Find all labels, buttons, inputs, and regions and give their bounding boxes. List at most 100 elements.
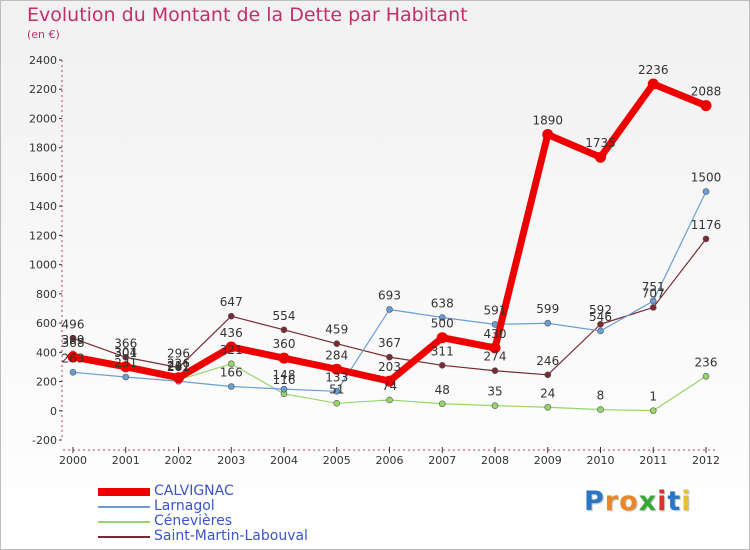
series-saint-martin-labouval xyxy=(69,235,710,379)
y-tick-label: 1800 xyxy=(29,142,57,155)
data-label: 203 xyxy=(378,360,401,374)
y-tick-label: -200 xyxy=(32,434,57,447)
data-label: 35 xyxy=(487,385,502,399)
x-tick-label: 2006 xyxy=(376,454,404,467)
data-point xyxy=(702,235,710,243)
data-label: 211 xyxy=(167,359,190,373)
data-point xyxy=(438,314,446,321)
data-label: 202 xyxy=(167,360,190,374)
data-label: 1500 xyxy=(691,171,722,185)
data-point xyxy=(597,406,604,413)
data-label: 8 xyxy=(597,389,605,403)
data-label: 554 xyxy=(273,309,296,323)
data-point xyxy=(438,362,446,369)
logo-letter: o xyxy=(619,486,639,517)
data-point xyxy=(175,364,182,371)
data-label: 500 xyxy=(431,317,454,331)
data-label: 592 xyxy=(589,303,612,317)
data-label: 296 xyxy=(167,347,190,361)
data-label: 301 xyxy=(114,346,137,360)
chart-subtitle: (en €) xyxy=(27,28,60,41)
data-label: 496 xyxy=(62,317,85,331)
y-tick-label: 400 xyxy=(36,346,57,359)
data-label: 360 xyxy=(273,337,296,351)
y-tick-label: 200 xyxy=(36,376,57,389)
data-label: 116 xyxy=(273,373,296,387)
y-tick-label: 800 xyxy=(36,288,57,301)
chart-title: Evolution du Montant de la Dette par Hab… xyxy=(27,4,468,26)
data-point xyxy=(700,100,712,112)
data-label: 166 xyxy=(220,366,243,380)
y-tick-label: 2000 xyxy=(29,112,57,125)
logo-letter: x xyxy=(638,486,658,517)
legend-label: Larnagol xyxy=(154,498,215,514)
data-label: 274 xyxy=(484,350,507,364)
y-tick-label: 0 xyxy=(50,405,57,418)
data-point xyxy=(544,371,552,379)
y-tick-label: 1600 xyxy=(29,171,57,184)
data-label: 1890 xyxy=(532,114,563,128)
legend-label: CALVIGNAC xyxy=(154,483,234,499)
data-point xyxy=(491,367,499,375)
data-label: 599 xyxy=(536,302,559,316)
data-label: 74 xyxy=(382,379,397,393)
x-tick-label: 2002 xyxy=(165,454,193,467)
x-tick-label: 2001 xyxy=(112,454,140,467)
y-tick-label: 2400 xyxy=(29,54,57,67)
data-label: 1 xyxy=(649,390,657,404)
data-label: 1735 xyxy=(585,136,616,150)
logo-letter: i xyxy=(681,486,692,517)
data-label: 366 xyxy=(114,336,137,350)
data-label: 51 xyxy=(329,382,344,396)
proxiti-logo: Proxiti xyxy=(584,486,692,517)
data-point xyxy=(702,188,710,195)
x-tick-label: 2011 xyxy=(639,454,667,467)
data-point xyxy=(544,403,552,411)
x-tick-label: 2010 xyxy=(587,454,615,467)
data-point xyxy=(544,319,552,327)
data-label: 459 xyxy=(325,323,348,337)
data-point xyxy=(438,400,446,408)
data-label: 226 xyxy=(167,357,190,371)
data-point xyxy=(386,396,393,404)
data-point xyxy=(333,388,341,395)
data-point xyxy=(384,375,395,387)
data-point xyxy=(702,372,710,380)
data-label: 2236 xyxy=(638,63,669,77)
logo-letter: P xyxy=(584,486,605,517)
data-label: 246 xyxy=(536,354,559,368)
data-point xyxy=(173,372,184,384)
legend-swatch xyxy=(98,488,150,496)
data-label: 591 xyxy=(484,303,507,317)
data-label: 231 xyxy=(114,356,137,370)
data-label: 1176 xyxy=(691,218,722,232)
y-tick-label: 2200 xyxy=(29,83,57,96)
data-point xyxy=(436,332,448,344)
data-point xyxy=(595,151,606,163)
data-label: 133 xyxy=(325,370,348,384)
logo-letter: t xyxy=(667,486,682,517)
data-label: 2088 xyxy=(691,85,722,99)
data-point xyxy=(120,361,132,373)
data-label: 546 xyxy=(589,310,612,324)
data-point xyxy=(69,369,77,376)
data-point xyxy=(122,353,130,361)
data-label: 647 xyxy=(220,295,243,309)
legend-swatch xyxy=(98,506,150,508)
data-label: 430 xyxy=(484,327,507,341)
data-point xyxy=(227,360,235,368)
data-point xyxy=(280,326,288,334)
data-label: 693 xyxy=(378,288,401,302)
data-point xyxy=(122,373,130,381)
logo-letter: i xyxy=(657,486,668,517)
data-point xyxy=(649,304,657,311)
x-tick-label: 2000 xyxy=(59,454,87,467)
data-point xyxy=(597,320,604,328)
data-label: 304 xyxy=(114,345,137,359)
data-label: 263 xyxy=(62,351,85,365)
data-label: 24 xyxy=(540,386,555,400)
data-label: 236 xyxy=(695,355,718,369)
data-point xyxy=(225,341,237,353)
legend-label: Cénevières xyxy=(154,513,233,529)
